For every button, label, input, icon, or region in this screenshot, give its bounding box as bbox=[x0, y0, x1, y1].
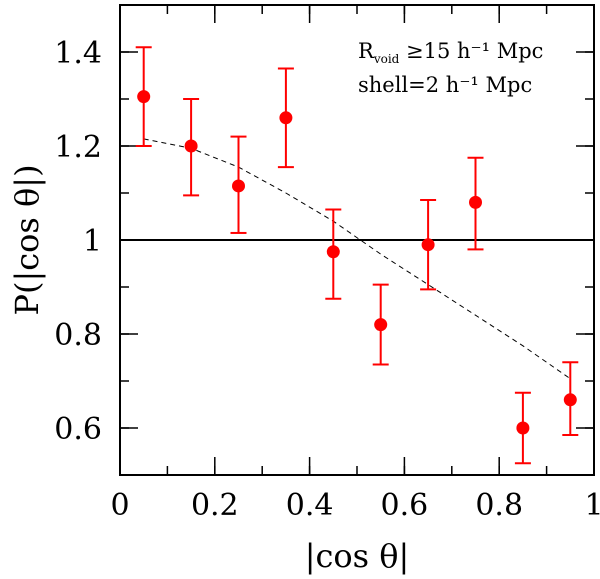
data-point bbox=[184, 139, 198, 153]
x-tick-label: 0.4 bbox=[286, 488, 334, 523]
y-tick-label: 1 bbox=[83, 224, 102, 259]
x-tick-label: 0.8 bbox=[475, 488, 523, 523]
y-axis-title: P(|cos θ|) bbox=[8, 164, 46, 315]
data-point bbox=[279, 111, 293, 125]
y-tick-label: 0.8 bbox=[54, 318, 102, 353]
y-tick-label: 0.6 bbox=[54, 412, 102, 447]
data-point bbox=[563, 393, 577, 407]
data-point bbox=[232, 179, 245, 193]
axis-ticks bbox=[119, 4, 595, 476]
data-points bbox=[135, 46, 579, 465]
data-point bbox=[374, 318, 388, 332]
y-tick-label: 1.2 bbox=[54, 130, 102, 165]
data-point bbox=[421, 238, 435, 252]
fit-curve-dashed bbox=[143, 138, 571, 380]
tick-labels: 0 0.2 0.4 0.6 0.8 1 0.6 0.8 1 1.2 1.4 bbox=[54, 36, 600, 523]
x-tick-label: 0.2 bbox=[191, 488, 239, 523]
x-tick-label: 0.6 bbox=[381, 488, 429, 523]
annotation-shell: shell=2 h⁻¹ Mpc bbox=[358, 73, 532, 97]
data-point bbox=[137, 90, 151, 104]
x-tick-label: 1 bbox=[584, 488, 600, 523]
annotation-rvoid: Rvoid ≥15 h⁻¹ Mpc bbox=[358, 39, 543, 66]
data-point bbox=[469, 195, 482, 209]
data-point bbox=[516, 421, 530, 435]
data-point bbox=[326, 245, 340, 259]
x-axis-title: |cos θ| bbox=[305, 537, 410, 575]
y-tick-label: 1.4 bbox=[54, 36, 102, 71]
x-tick-label: 0 bbox=[110, 488, 129, 523]
